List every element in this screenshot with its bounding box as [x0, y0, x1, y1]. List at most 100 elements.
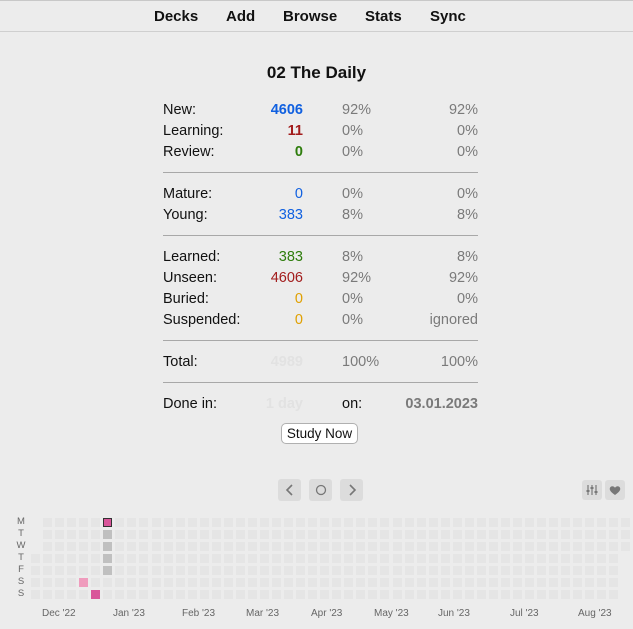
heatmap-cell[interactable] — [187, 578, 197, 588]
heatmap-cell[interactable] — [247, 578, 257, 588]
heatmap-cell[interactable] — [223, 578, 233, 588]
heatmap-cell[interactable] — [43, 578, 53, 588]
heatmap-cell[interactable] — [67, 554, 77, 564]
heatmap-cell[interactable] — [127, 566, 137, 576]
heatmap-cell[interactable] — [67, 518, 77, 527]
heatmap-cell[interactable] — [151, 542, 161, 552]
nav-add[interactable]: Add — [226, 8, 256, 25]
heatmap-cell[interactable] — [247, 590, 257, 600]
heatmap-cell[interactable] — [272, 542, 281, 552]
heatmap-cell[interactable] — [55, 554, 65, 564]
heatmap-cell[interactable] — [416, 554, 426, 564]
heatmap-cell[interactable] — [525, 578, 535, 588]
heatmap-cell[interactable] — [296, 578, 306, 588]
heatmap-cell[interactable] — [139, 518, 149, 527]
heatmap-cell[interactable] — [103, 554, 113, 564]
heatmap-cell[interactable] — [284, 566, 294, 576]
heatmap-cell[interactable] — [488, 554, 498, 564]
heatmap-cell[interactable] — [320, 578, 330, 588]
heatmap-cell[interactable] — [175, 590, 185, 600]
heatmap-cell[interactable] — [151, 554, 161, 564]
heatmap-cell[interactable] — [621, 542, 631, 552]
heatmap-cell[interactable] — [103, 518, 113, 527]
heatmap-cell[interactable] — [211, 578, 221, 588]
heatmap-cell[interactable] — [500, 590, 510, 600]
heatmap-cell[interactable] — [308, 542, 318, 552]
heatmap-cell[interactable] — [332, 590, 342, 600]
heatmap-cell[interactable] — [235, 566, 245, 576]
nav-browse[interactable]: Browse — [283, 8, 338, 25]
heatmap-cell[interactable] — [500, 530, 510, 540]
heatmap-cell[interactable] — [284, 518, 294, 527]
heatmap-cell[interactable] — [428, 590, 438, 600]
heatmap-cell[interactable] — [211, 530, 221, 540]
heatmap-cell[interactable] — [585, 518, 595, 527]
heatmap-cell[interactable] — [163, 542, 173, 552]
heatmap-cell[interactable] — [43, 518, 53, 527]
heatmap-cell[interactable] — [585, 530, 595, 540]
heatmap-cell[interactable] — [235, 590, 245, 600]
heatmap-cell[interactable] — [392, 530, 402, 540]
heatmap-cell[interactable] — [163, 566, 173, 576]
heatmap-cell[interactable] — [416, 530, 426, 540]
heatmap-cell[interactable] — [464, 542, 474, 552]
heatmap-cell[interactable] — [272, 578, 281, 588]
heatmap-cell[interactable] — [573, 542, 583, 552]
heatmap-cell[interactable] — [404, 566, 414, 576]
heatmap-cell[interactable] — [513, 518, 522, 527]
heatmap-cell[interactable] — [500, 578, 510, 588]
heatmap-cell[interactable] — [621, 530, 631, 540]
heatmap-cell[interactable] — [344, 542, 354, 552]
heatmap-cell[interactable] — [368, 566, 378, 576]
heatmap-cell[interactable] — [525, 530, 535, 540]
heatmap-cell[interactable] — [585, 554, 595, 564]
heatmap-cell[interactable] — [609, 578, 619, 588]
heatmap-cell[interactable] — [247, 566, 257, 576]
heatmap-cell[interactable] — [151, 518, 161, 527]
heatmap-cell[interactable] — [488, 518, 498, 527]
heatmap-cell[interactable] — [609, 530, 619, 540]
heatmap-cell[interactable] — [416, 518, 426, 527]
heatmap-cell[interactable] — [284, 530, 294, 540]
heatmap-cell[interactable] — [561, 566, 571, 576]
heatmap-cell[interactable] — [380, 566, 390, 576]
heatmap-cell[interactable] — [127, 530, 137, 540]
heatmap-cell[interactable] — [55, 566, 65, 576]
heatmap-cell[interactable] — [597, 542, 607, 552]
heatmap-cell[interactable] — [175, 542, 185, 552]
heatmap-cell[interactable] — [500, 566, 510, 576]
heatmap-cell[interactable] — [91, 554, 101, 564]
heatmap-cell[interactable] — [247, 530, 257, 540]
heatmap-cell[interactable] — [488, 566, 498, 576]
heatmap-cell[interactable] — [79, 530, 89, 540]
heatmap-cell[interactable] — [404, 518, 414, 527]
heatmap-cell[interactable] — [368, 590, 378, 600]
heatmap-cell[interactable] — [537, 566, 547, 576]
heatmap-heart-button[interactable] — [605, 480, 625, 500]
heatmap-cell[interactable] — [175, 554, 185, 564]
heatmap-cell[interactable] — [525, 542, 535, 552]
heatmap-cell[interactable] — [296, 530, 306, 540]
heatmap-cell[interactable] — [440, 530, 450, 540]
heatmap-cell[interactable] — [79, 518, 89, 527]
heatmap-cell[interactable] — [452, 554, 462, 564]
heatmap-cell[interactable] — [308, 530, 318, 540]
heatmap-cell[interactable] — [537, 542, 547, 552]
heatmap-cell[interactable] — [549, 518, 559, 527]
heatmap-cell[interactable] — [332, 566, 342, 576]
heatmap-cell[interactable] — [163, 530, 173, 540]
heatmap-cell[interactable] — [404, 554, 414, 564]
heatmap-cell[interactable] — [284, 590, 294, 600]
heatmap-cell[interactable] — [380, 542, 390, 552]
heatmap-cell[interactable] — [488, 542, 498, 552]
today-button[interactable] — [309, 479, 332, 501]
heatmap-cell[interactable] — [187, 554, 197, 564]
heatmap-cell[interactable] — [585, 590, 595, 600]
heatmap-cell[interactable] — [175, 518, 185, 527]
heatmap-cell[interactable] — [476, 566, 486, 576]
heatmap-cell[interactable] — [537, 554, 547, 564]
heatmap-cell[interactable] — [404, 590, 414, 600]
heatmap-cell[interactable] — [368, 530, 378, 540]
heatmap-cell[interactable] — [127, 578, 137, 588]
heatmap-cell[interactable] — [476, 518, 486, 527]
